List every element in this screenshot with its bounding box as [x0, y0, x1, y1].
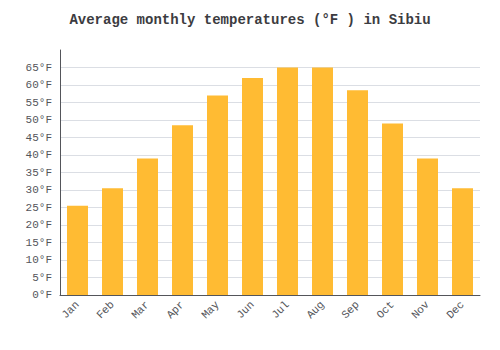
svg-text:0°F: 0°F: [32, 289, 52, 301]
svg-text:May: May: [199, 298, 222, 321]
svg-text:Jun: Jun: [234, 299, 256, 321]
svg-text:Average monthly temperatures (: Average monthly temperatures (°F ) in Si…: [69, 12, 430, 28]
svg-text:45°F: 45°F: [26, 132, 52, 144]
svg-text:Oct: Oct: [374, 299, 396, 321]
svg-text:25°F: 25°F: [26, 202, 52, 214]
svg-text:Jan: Jan: [59, 299, 81, 321]
svg-text:65°F: 65°F: [26, 62, 52, 74]
svg-text:Mar: Mar: [129, 299, 151, 321]
svg-text:Sep: Sep: [339, 299, 361, 321]
svg-text:15°F: 15°F: [26, 237, 52, 249]
svg-text:30°F: 30°F: [26, 184, 52, 196]
svg-text:60°F: 60°F: [26, 79, 52, 91]
svg-text:50°F: 50°F: [26, 114, 52, 126]
svg-text:5°F: 5°F: [32, 272, 52, 284]
svg-text:Aug: Aug: [304, 299, 326, 321]
svg-text:Jul: Jul: [269, 299, 291, 321]
svg-text:10°F: 10°F: [26, 254, 52, 266]
svg-text:55°F: 55°F: [26, 97, 52, 109]
svg-text:Nov: Nov: [409, 298, 432, 321]
svg-text:40°F: 40°F: [26, 149, 52, 161]
svg-text:Dec: Dec: [444, 299, 466, 321]
svg-text:Feb: Feb: [94, 299, 116, 321]
svg-text:20°F: 20°F: [26, 219, 52, 231]
svg-text:Apr: Apr: [164, 299, 186, 321]
svg-text:35°F: 35°F: [26, 167, 52, 179]
